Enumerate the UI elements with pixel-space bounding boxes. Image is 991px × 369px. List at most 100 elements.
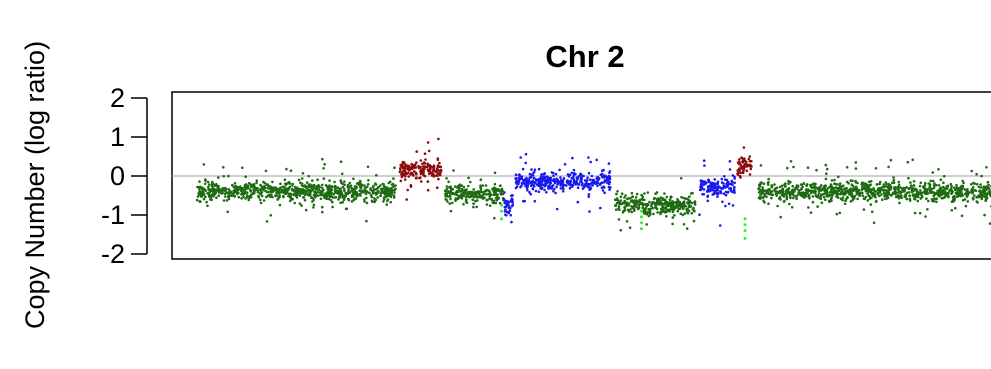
data-point (360, 190, 363, 193)
data-point (289, 186, 292, 189)
data-point (975, 200, 978, 203)
data-point (311, 184, 314, 187)
data-point (291, 189, 294, 192)
data-point (531, 173, 534, 176)
data-point (307, 193, 310, 196)
data-point (656, 198, 659, 201)
data-point (463, 192, 466, 195)
data-point (446, 192, 449, 195)
data-point (217, 189, 220, 192)
data-point (339, 187, 342, 190)
data-point (451, 202, 454, 205)
data-point (912, 190, 915, 193)
data-point (830, 197, 833, 200)
data-point (246, 191, 249, 194)
data-point (670, 203, 673, 206)
data-point (301, 177, 304, 180)
data-point (627, 209, 630, 212)
data-point (861, 186, 864, 189)
data-point (899, 186, 902, 189)
data-point (640, 210, 643, 213)
data-point (773, 183, 776, 186)
data-point (204, 178, 207, 181)
data-point (721, 178, 724, 181)
data-point (844, 192, 847, 195)
data-point (458, 196, 461, 199)
data-point (403, 161, 406, 164)
y-tick-label: 1 (110, 122, 125, 152)
data-point (955, 184, 958, 187)
data-point (573, 172, 576, 175)
data-point (587, 195, 590, 198)
data-point (693, 220, 696, 223)
data-point (297, 192, 300, 195)
data-point (919, 197, 922, 200)
data-point (909, 181, 912, 184)
data-point (371, 196, 374, 199)
data-point (560, 187, 563, 190)
data-point (913, 180, 916, 183)
data-point (479, 186, 482, 189)
data-point (588, 184, 591, 187)
data-point (309, 193, 312, 196)
data-point (421, 171, 424, 174)
data-point (493, 200, 496, 203)
data-point (707, 195, 710, 198)
data-point (749, 173, 752, 176)
data-point (314, 190, 317, 193)
data-point (660, 202, 663, 205)
data-point (748, 158, 751, 161)
data-point (746, 170, 749, 173)
data-point (599, 207, 602, 210)
data-point (920, 182, 923, 185)
data-point (666, 210, 669, 213)
data-point (223, 199, 226, 202)
data-point (784, 185, 787, 188)
data-point (345, 193, 348, 196)
data-point (884, 198, 887, 201)
data-point (766, 191, 769, 194)
data-point (427, 180, 430, 183)
data-point (893, 181, 896, 184)
data-point (588, 172, 591, 175)
data-point (760, 192, 763, 195)
data-point (662, 206, 665, 209)
data-point (429, 167, 432, 170)
data-point (882, 189, 885, 192)
data-point (319, 192, 322, 195)
data-point (942, 181, 945, 184)
data-point (941, 197, 944, 200)
data-point (767, 183, 770, 186)
data-point (810, 186, 813, 189)
data-point (659, 212, 662, 215)
data-point (390, 188, 393, 191)
data-point (465, 198, 468, 201)
data-point (750, 168, 753, 171)
data-point (317, 185, 320, 188)
data-point (323, 177, 326, 180)
data-point (494, 183, 497, 186)
data-point (673, 214, 676, 217)
data-point (910, 184, 913, 187)
data-point (787, 180, 790, 183)
data-point (495, 202, 498, 205)
data-point (785, 194, 788, 197)
data-point (360, 187, 363, 190)
data-point (268, 194, 271, 197)
data-point (951, 209, 954, 212)
data-point (562, 190, 565, 193)
data-point (346, 185, 349, 188)
data-point (327, 194, 330, 197)
data-point (686, 201, 689, 204)
data-point (739, 168, 742, 171)
data-point (352, 178, 355, 181)
data-point (227, 175, 230, 178)
data-point (439, 169, 442, 172)
data-point (913, 184, 916, 187)
data-point (587, 156, 590, 159)
data-point (532, 179, 535, 182)
data-point (919, 185, 922, 188)
data-point (775, 194, 778, 197)
data-point (672, 210, 675, 213)
